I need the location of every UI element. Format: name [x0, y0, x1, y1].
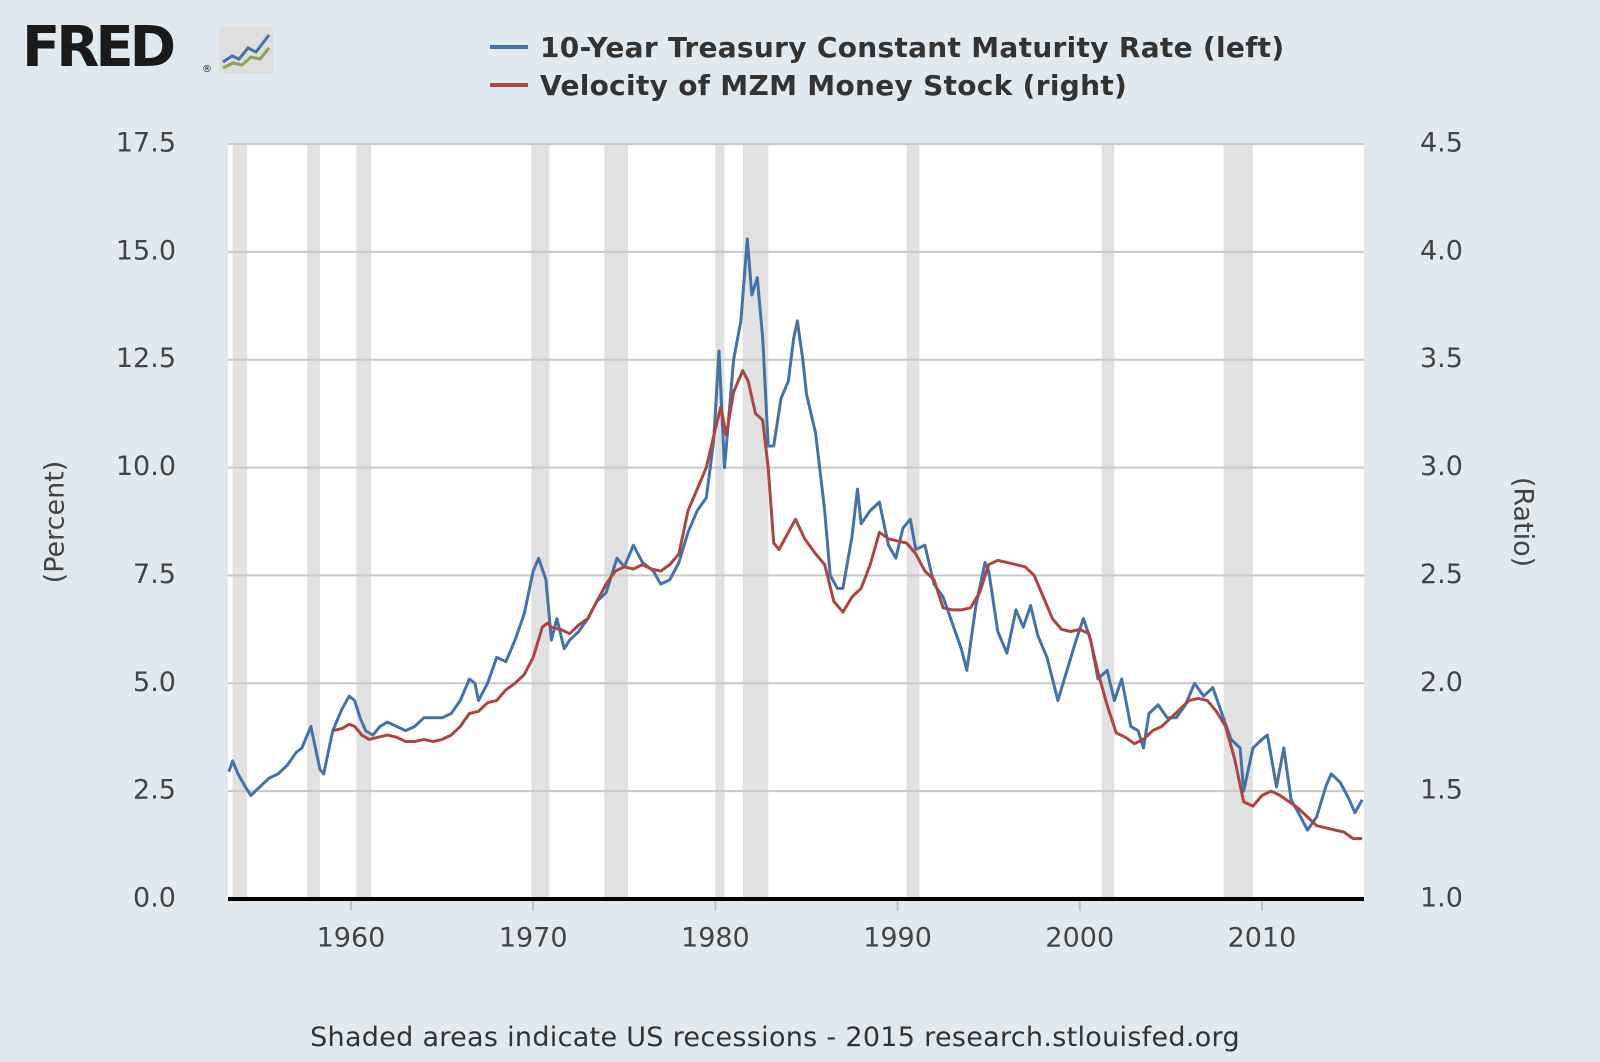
x-axis-ticks: 1960 1970 1980 1990 2000 2010	[317, 899, 1297, 954]
recession-band-8	[906, 144, 920, 899]
legend-item-treasury[interactable]: 10-Year Treasury Constant Maturity Rate …	[490, 28, 1284, 66]
legend-swatch-velocity	[490, 83, 528, 87]
left-axis-label: (Percent)	[40, 461, 71, 584]
recession-band-3	[356, 144, 372, 899]
recession-band-10	[1223, 144, 1253, 899]
left-tick-label: 12.5	[116, 343, 176, 374]
legend-label-treasury: 10-Year Treasury Constant Maturity Rate …	[540, 30, 1285, 64]
right-tick-label: 3.0	[1420, 451, 1463, 482]
left-tick-label: 10.0	[116, 451, 176, 482]
recession-band-4	[531, 144, 550, 899]
right-tick-label: 4.5	[1420, 128, 1463, 159]
legend-swatch-treasury	[490, 45, 528, 49]
fred-logo: FRED ®	[22, 16, 282, 80]
legend-item-velocity[interactable]: Velocity of MZM Money Stock (right)	[490, 66, 1284, 104]
left-tick-label: 17.5	[116, 128, 176, 159]
x-tick-label: 1960	[317, 923, 386, 954]
left-tick-label: 7.5	[133, 559, 176, 590]
recession-band-1	[232, 144, 248, 899]
left-tick-label: 0.0	[133, 883, 176, 914]
x-tick-label: 1970	[499, 923, 568, 954]
right-axis-label: (Ratio)	[1508, 477, 1539, 567]
chart-line-icon	[219, 27, 273, 73]
right-tick-label: 1.5	[1420, 775, 1463, 806]
x-tick-label: 1990	[863, 923, 932, 954]
registered-mark: ®	[202, 64, 212, 75]
left-axis-ticks: 0.0 2.5 5.0 7.5 10.0 12.5 15.0 17.5	[116, 128, 176, 914]
left-tick-label: 15.0	[116, 235, 176, 266]
right-tick-label: 3.5	[1420, 343, 1463, 374]
recession-band-9	[1101, 144, 1115, 899]
right-tick-label: 2.5	[1420, 559, 1463, 590]
x-tick-label: 2000	[1045, 923, 1114, 954]
recession-band-5	[604, 144, 628, 899]
right-tick-label: 1.0	[1420, 883, 1463, 914]
right-axis-ticks: 1.0 1.5 2.0 2.5 3.0 3.5 4.0 4.5	[1420, 128, 1463, 914]
x-tick-label: 1980	[681, 923, 750, 954]
series-line-treasury	[227, 237, 1364, 832]
footer-note: Shaded areas indicate US recessions - 20…	[310, 1022, 1240, 1053]
gridlines	[228, 143, 1364, 793]
right-tick-label: 2.0	[1420, 667, 1463, 698]
recession-band-6	[715, 144, 725, 899]
recession-band-2	[307, 144, 321, 899]
x-tick-label: 2010	[1228, 923, 1297, 954]
left-tick-label: 5.0	[133, 667, 176, 698]
recession-band-7	[742, 144, 769, 899]
fred-logo-text: FRED	[22, 15, 176, 80]
series-line-velocity	[332, 369, 1363, 841]
legend-label-velocity: Velocity of MZM Money Stock (right)	[540, 68, 1128, 102]
chart-legend: 10-Year Treasury Constant Maturity Rate …	[490, 28, 1284, 104]
right-tick-label: 4.0	[1420, 235, 1463, 266]
left-tick-label: 2.5	[133, 775, 176, 806]
